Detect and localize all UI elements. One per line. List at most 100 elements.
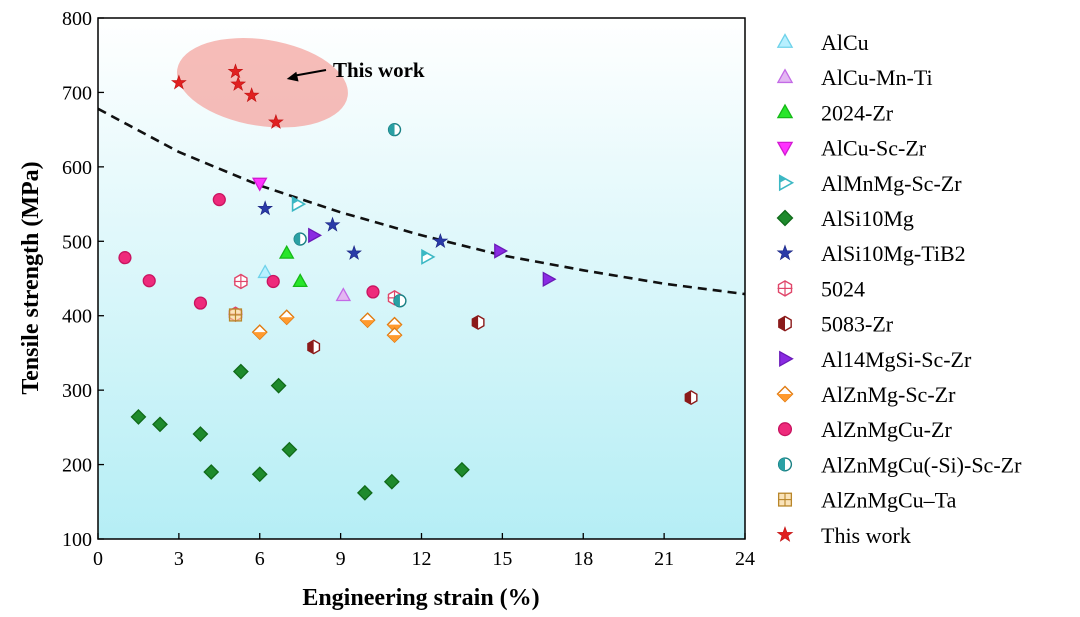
point-alsi10mg-tib2 <box>432 233 449 248</box>
point-this-work <box>243 87 260 103</box>
point-2024-zr <box>292 273 308 288</box>
point-alznmgcu-si-sc-zr <box>387 122 402 137</box>
legend-marker-2024-zr <box>776 103 794 119</box>
legend-item-alcu-mn-ti: AlCu-Mn-Ti <box>776 65 933 90</box>
legend-marker-5083-zr <box>778 315 792 332</box>
point-alsi10mg <box>130 409 147 425</box>
point-al14mgsi-sc-zr <box>494 243 509 259</box>
legend-item-alznmg-sc-zr: AlZnMg-Sc-Zr <box>776 382 956 407</box>
legend-label: AlZnMgCu(-Si)-Sc-Zr <box>821 452 1022 477</box>
x-tick-label: 12 <box>412 548 432 570</box>
point-this-work <box>268 113 284 129</box>
x-axis-label: Engineering strain (%) <box>302 585 539 611</box>
legend-item-2024-zr: 2024-Zr <box>776 100 894 125</box>
legend-marker-alznmgcu-si-sc-zr <box>777 457 793 472</box>
point-almnmg-sc-zr <box>421 248 436 265</box>
point-alznmgcu-zr <box>212 193 226 207</box>
legend-label: AlSi10Mg-TiB2 <box>821 241 966 266</box>
x-tick-label: 9 <box>336 548 346 570</box>
point-alsi10mg-tib2 <box>346 244 362 260</box>
point-alsi10mg <box>281 441 298 458</box>
legend-item-alznmgcu-ta: AlZnMgCu–Ta <box>777 488 957 513</box>
point-alsi10mg <box>232 363 249 380</box>
legend-item-5024: 5024 <box>777 276 865 301</box>
point-al14mgsi-sc-zr <box>308 227 322 244</box>
x-tick-label: 24 <box>735 548 755 570</box>
legend-label: AlCu <box>821 30 869 55</box>
point-alsi10mg <box>356 484 373 501</box>
point-this-work <box>171 74 187 90</box>
x-tick-label: 3 <box>174 548 184 570</box>
point-alznmg-sc-zr <box>359 312 376 329</box>
legend-item-al14mgsi-sc-zr: Al14MgSi-Sc-Zr <box>779 347 972 372</box>
x-tick-label: 15 <box>492 548 512 570</box>
point-alcu-mn-ti <box>335 287 352 302</box>
legend-marker-almnmg-sc-zr <box>778 174 795 192</box>
point-al14mgsi-sc-zr <box>542 271 557 288</box>
x-tick-label: 21 <box>654 548 674 570</box>
legend-marker-5024 <box>777 280 793 297</box>
point-this-work <box>227 63 244 79</box>
point-alznmgcu-zr <box>193 296 208 310</box>
point-alsi10mg <box>152 416 168 433</box>
point-5083-zr <box>307 339 321 355</box>
legend-label: AlCu-Sc-Zr <box>821 136 927 161</box>
point-alsi10mg <box>203 464 220 480</box>
y-axis-label: Tensile strength (MPa) <box>18 161 44 394</box>
trend-line <box>98 107 745 296</box>
point-alznmg-sc-zr <box>386 327 403 344</box>
legend-label: AlZnMg-Sc-Zr <box>821 382 956 407</box>
annotation-this-work: This work <box>333 58 425 82</box>
y-tick-label: 100 <box>62 529 92 551</box>
legend-item-this-work: This work <box>776 523 911 548</box>
y-tick-label: 600 <box>62 157 92 179</box>
point-alsi10mg <box>383 473 400 490</box>
legend-label: 2024-Zr <box>821 100 894 125</box>
y-tick-label: 700 <box>62 82 92 104</box>
legend-label: 5083-Zr <box>821 312 894 337</box>
legend-marker-alcu-sc-zr <box>776 141 794 157</box>
legend-marker-alcu-mn-ti <box>776 68 794 84</box>
point-alsi10mg <box>270 377 287 394</box>
legend-label: AlZnMgCu–Ta <box>821 488 957 513</box>
point-alsi10mg-tib2 <box>324 216 341 232</box>
legend-item-almnmg-sc-zr: AlMnMg-Sc-Zr <box>778 171 962 196</box>
point-alznmgcu-ta <box>228 308 243 322</box>
x-tick-label: 6 <box>255 548 265 570</box>
y-tick-label: 300 <box>62 380 92 402</box>
y-tick-label: 800 <box>62 8 92 30</box>
legend-marker-this-work <box>776 526 794 542</box>
legend-label: 5024 <box>821 276 865 301</box>
point-alcu <box>257 264 273 279</box>
point-alznmgcu-zr <box>266 274 280 289</box>
point-2024-zr <box>278 244 295 259</box>
x-tick-label: 0 <box>93 548 103 570</box>
legend-marker-alznmgcu-zr <box>777 422 793 437</box>
annotation-arrow-shaft <box>292 69 327 78</box>
point-alznmgcu-zr <box>366 285 380 299</box>
y-tick-label: 400 <box>62 306 92 328</box>
x-tick-label: 18 <box>573 548 593 570</box>
legend-label: AlSi10Mg <box>821 206 914 231</box>
legend-item-alcu: AlCu <box>776 30 869 55</box>
point-alznmgcu-si-sc-zr <box>393 294 407 308</box>
point-alznmgcu-si-sc-zr <box>293 232 307 246</box>
point-this-work <box>230 75 247 91</box>
point-5083-zr <box>471 314 485 330</box>
point-alznmgcu-zr <box>118 251 132 265</box>
point-alcu-sc-zr <box>251 177 268 192</box>
point-alznmg-sc-zr <box>278 309 295 326</box>
legend-label: AlCu-Mn-Ti <box>821 65 933 90</box>
y-tick-label: 200 <box>62 455 92 477</box>
point-almnmg-sc-zr <box>291 196 307 213</box>
legend-marker-alznmg-sc-zr <box>776 385 794 403</box>
point-alsi10mg <box>454 461 470 478</box>
annotation-arrow-head <box>286 71 299 82</box>
legend-label: AlMnMg-Sc-Zr <box>821 171 962 196</box>
highlight-ellipse <box>176 38 348 128</box>
legend-marker-alcu <box>776 33 794 48</box>
legend-item-alznmgcu-zr: AlZnMgCu-Zr <box>777 417 952 442</box>
legend-label: This work <box>821 523 911 548</box>
